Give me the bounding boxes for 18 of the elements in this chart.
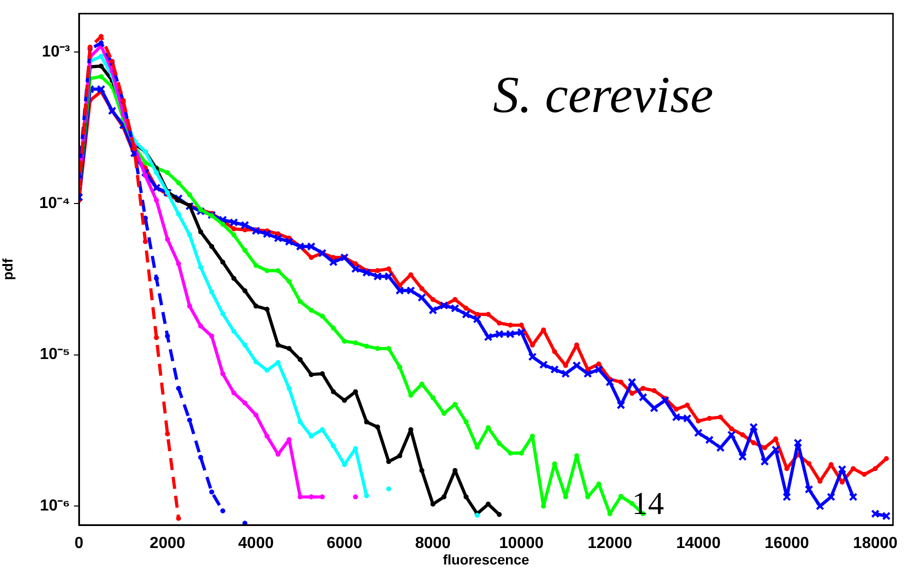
y-tick-label: 10⁻³ [42, 44, 70, 61]
x-tick-label: 10000 [499, 535, 544, 552]
y-axis-title: pdf [0, 258, 16, 280]
x-tick-label: 14000 [676, 535, 721, 552]
x-tick-label: 18000 [853, 535, 898, 552]
y-tick-label: 10⁻⁶ [40, 498, 70, 515]
x-tick-label: 16000 [764, 535, 810, 552]
y-tick-label: 10⁻⁴ [39, 194, 70, 212]
annotation: S. cerevise [493, 67, 714, 124]
x-tick-label: 2000 [150, 535, 186, 552]
x-axis-title: fluorescence [442, 551, 530, 568]
y-tick-label: 10⁻⁵ [40, 346, 70, 364]
x-tick-label: 6000 [326, 535, 362, 552]
x-tick-label: 8000 [415, 535, 451, 552]
x-tick-label: 0 [74, 535, 84, 552]
x-tick-label: 12000 [588, 535, 632, 552]
x-tick-label: 4000 [238, 535, 274, 552]
annotation: 14 [632, 485, 664, 521]
